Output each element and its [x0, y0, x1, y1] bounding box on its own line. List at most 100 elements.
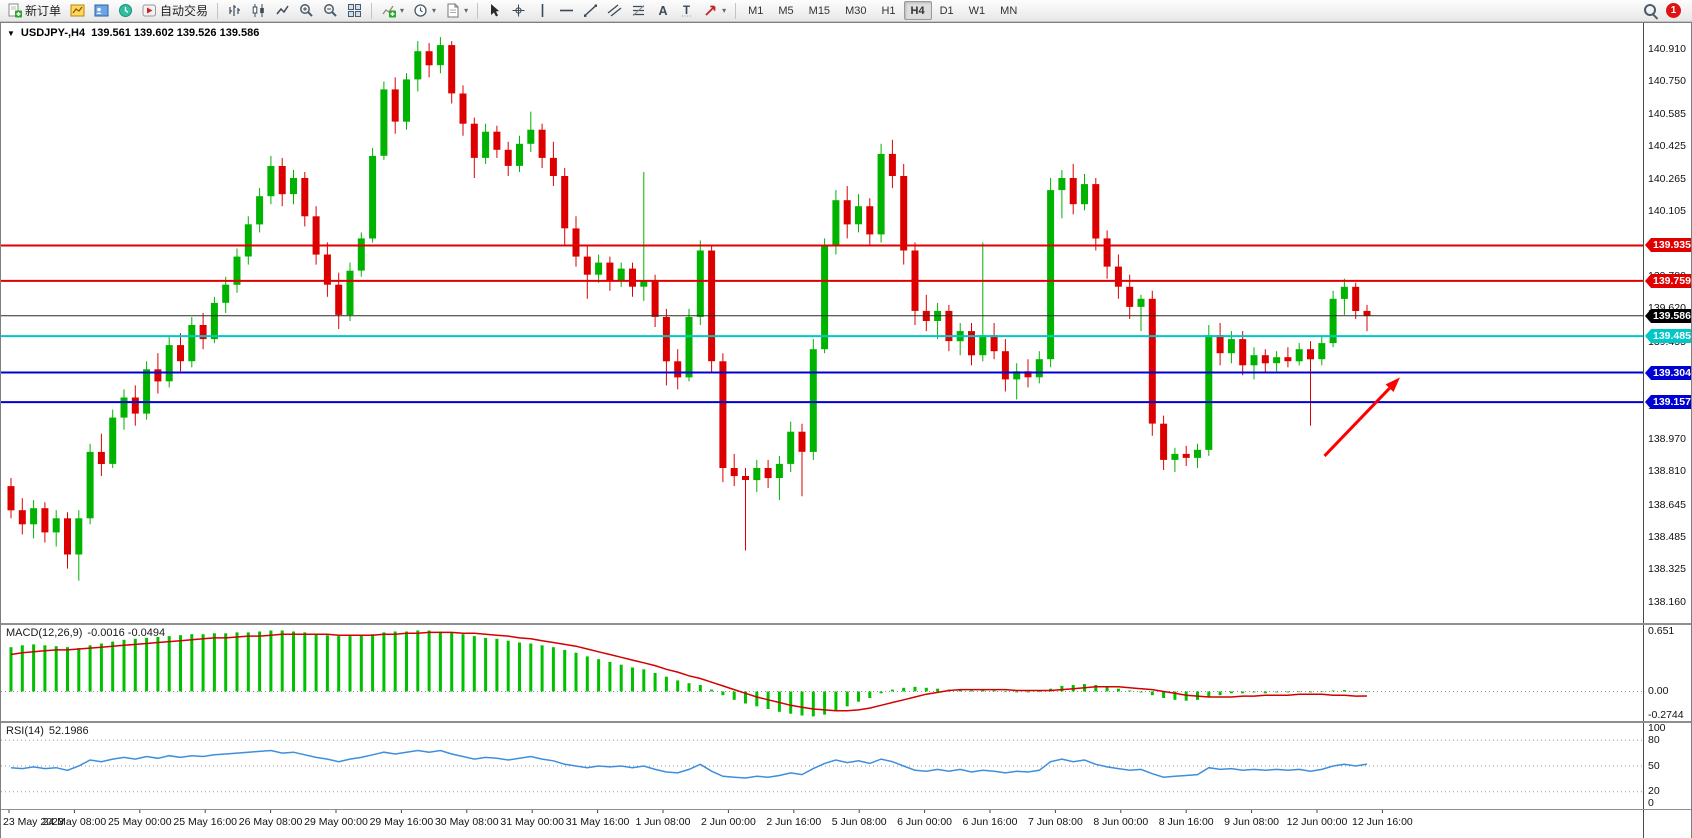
- toolbar-separator: [735, 2, 737, 19]
- toolbar-separator: [217, 2, 219, 19]
- auto-trading-icon: [142, 4, 157, 17]
- timeframe-button-m5[interactable]: M5: [771, 1, 800, 20]
- market-watch-icon: [119, 4, 133, 17]
- tile-windows-button[interactable]: [343, 1, 366, 21]
- price-tag-139.157: 139.157: [1645, 395, 1691, 409]
- search-icon[interactable]: [1643, 3, 1658, 18]
- chart-symbol-header[interactable]: ▼ USDJPY-,H4 139.561 139.602 139.526 139…: [7, 27, 259, 39]
- time-axis-label: 25 May 00:00: [108, 816, 172, 828]
- macd-scale[interactable]: 0.651 0.00 -0.2744: [1643, 625, 1691, 721]
- zoom-in-button[interactable]: [295, 1, 318, 21]
- candlestick-chart-icon: [252, 4, 264, 17]
- profiles-button[interactable]: [90, 1, 113, 21]
- time-axis-label: 24 May 08:00: [43, 816, 107, 828]
- vertical-line-button[interactable]: [531, 1, 554, 21]
- symbol-period-label: USDJPY-,H4: [20, 27, 86, 39]
- macd-histogram: [9, 630, 1369, 717]
- time-axis-label: 31 May 00:00: [500, 816, 564, 828]
- new-order-button[interactable]: 新订单: [3, 1, 65, 21]
- trendline-button[interactable]: [579, 1, 602, 21]
- bar-chart-button[interactable]: [223, 1, 246, 21]
- rsi-line: [10, 749, 1368, 779]
- price-axis-label: 140.105: [1648, 205, 1686, 217]
- templates-icon: [447, 3, 459, 18]
- rsi-scale[interactable]: 100 80 50 20 0: [1643, 723, 1691, 809]
- timeframe-button-h4[interactable]: H4: [903, 1, 932, 20]
- notification-badge[interactable]: 1: [1666, 3, 1681, 18]
- timeframe-button-d1[interactable]: D1: [933, 1, 961, 20]
- price-pane-row: ▼ USDJPY-,H4 139.561 139.602 139.526 139…: [1, 23, 1691, 623]
- macd-pane-row: MACD(12,26,9) -0.0016 -0.0494 0.651 0.00 -0…: [1, 625, 1691, 721]
- indicators-button[interactable]: ▾: [377, 1, 408, 21]
- timeframe-button-mn[interactable]: MN: [993, 1, 1024, 20]
- price-axis-label: 138.645: [1648, 499, 1686, 511]
- candlestick-chart-button[interactable]: [247, 1, 270, 21]
- crosshair-button[interactable]: [507, 1, 530, 21]
- trend-arrow-annotation[interactable]: [1323, 377, 1401, 457]
- rsi-axis-label: 50: [1648, 760, 1660, 772]
- price-tag-139.759: 139.759: [1645, 274, 1691, 288]
- pane-splitter[interactable]: [1, 721, 1691, 723]
- timeframe-button-m15[interactable]: M15: [802, 1, 837, 20]
- macd-label: MACD(12,26,9): [6, 627, 83, 639]
- new-chart-icon: [70, 4, 85, 17]
- cursor-button[interactable]: [483, 1, 506, 21]
- toolbar-right: 1: [1643, 3, 1689, 18]
- channel-button[interactable]: [603, 1, 626, 21]
- auto-trading-button[interactable]: 自动交易: [138, 1, 212, 21]
- arrows-icon: [705, 5, 716, 16]
- timeframe-button-h1[interactable]: H1: [874, 1, 902, 20]
- templates-button[interactable]: ▾: [441, 1, 472, 21]
- time-axis-label: 6 Jun 16:00: [963, 816, 1018, 828]
- time-axis-label: 26 May 08:00: [239, 816, 303, 828]
- horizontal-line-button[interactable]: [555, 1, 578, 21]
- text-icon: A: [659, 4, 668, 18]
- time-axis-label: 8 Jun 00:00: [1093, 816, 1148, 828]
- time-axis[interactable]: 23 May 2023 24 May 08:00 25 May 00:00 25 Ma…: [1, 810, 1643, 838]
- periods-clock-icon: [414, 4, 427, 17]
- macd-signal-line: [10, 631, 1368, 712]
- chevron-down-icon: ▾: [432, 6, 437, 15]
- time-axis-label: 30 May 08:00: [435, 816, 499, 828]
- price-axis-label: 140.585: [1648, 108, 1686, 120]
- cursor-icon: [491, 4, 500, 17]
- crosshair-icon: [512, 4, 525, 17]
- scale-corner: [1643, 810, 1691, 838]
- rsi-pane-row: RSI(14) 52.1986 100 80 50 20 0: [1, 723, 1691, 809]
- macd-canvas: [1, 630, 1643, 717]
- price-axis-label: 140.425: [1648, 140, 1686, 152]
- toolbar-separator: [477, 2, 479, 19]
- tile-windows-icon: [348, 4, 362, 17]
- timeframe-button-w1[interactable]: W1: [962, 1, 993, 20]
- price-scale[interactable]: 140.910 140.750 140.585 140.425 140.265 140.1…: [1643, 23, 1691, 623]
- price-axis-label: 140.265: [1648, 173, 1686, 185]
- rsi-canvas: [1, 739, 1643, 793]
- line-chart-button[interactable]: [271, 1, 294, 21]
- pane-splitter[interactable]: [1, 623, 1691, 625]
- svg-text:T: T: [683, 5, 690, 17]
- zoom-out-button[interactable]: [319, 1, 342, 21]
- time-axis-label: 8 Jun 16:00: [1159, 816, 1214, 828]
- text-button[interactable]: A: [651, 1, 674, 21]
- timeframe-button-m30[interactable]: M30: [838, 1, 873, 20]
- price-axis-label: 139.620: [1648, 302, 1686, 314]
- periods-button[interactable]: ▾: [409, 1, 440, 21]
- one-click-trading-toggle-icon[interactable]: ▼: [7, 28, 15, 38]
- main-toolbar: 新订单 自动交易 ▾ ▾ ▾: [0, 0, 1692, 22]
- price-tag-139.586: 139.586: [1645, 309, 1691, 323]
- arrows-button[interactable]: ▾: [699, 1, 730, 21]
- fibonacci-button[interactable]: [627, 1, 650, 21]
- timeframe-button-m1[interactable]: M1: [741, 1, 770, 20]
- rsi-pane[interactable]: RSI(14) 52.1986: [1, 723, 1643, 809]
- rsi-header: RSI(14) 52.1986: [6, 725, 89, 737]
- label-button[interactable]: T: [675, 1, 698, 21]
- new-chart-button[interactable]: [66, 1, 89, 21]
- market-watch-button[interactable]: [114, 1, 137, 21]
- price-chart[interactable]: ▼ USDJPY-,H4 139.561 139.602 139.526 139…: [1, 23, 1643, 623]
- macd-pane[interactable]: MACD(12,26,9) -0.0016 -0.0494: [1, 625, 1643, 721]
- rsi-axis-label: 20: [1648, 785, 1660, 797]
- time-axis-label: 25 May 16:00: [173, 816, 237, 828]
- bar-chart-icon: [229, 5, 241, 16]
- new-order-icon: [8, 3, 22, 18]
- rsi-axis-label: 80: [1648, 734, 1660, 746]
